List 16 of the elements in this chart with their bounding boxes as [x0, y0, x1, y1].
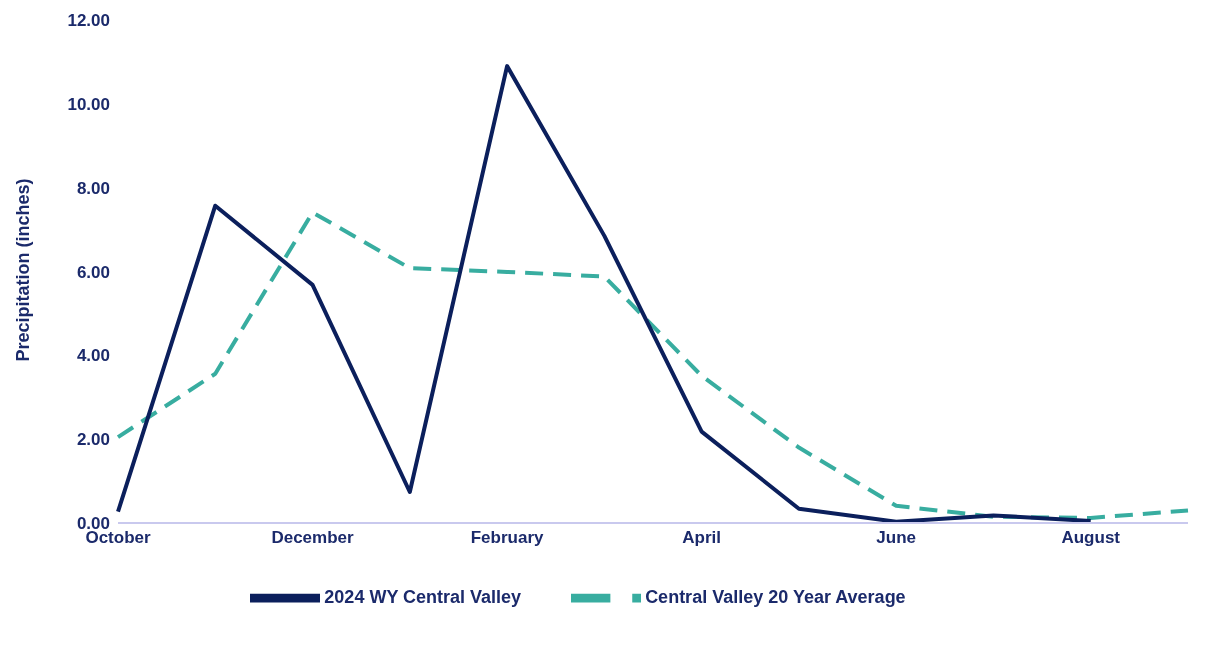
- y-axis-title: Precipitation (inches): [13, 178, 34, 362]
- line-series: [116, 210, 1190, 520]
- y-tick-label: 6.00: [76, 262, 110, 282]
- x-tick-label: February: [470, 528, 545, 548]
- y-tick-label: 4.00: [76, 346, 110, 366]
- y-tick-label: 2.00: [76, 430, 110, 450]
- legend-label: Central Valley 20 Year Average: [645, 586, 906, 607]
- y-tick-label: 10.00: [67, 94, 110, 114]
- line-series: [116, 64, 1093, 523]
- x-tick-label: August: [1061, 528, 1121, 548]
- y-tick-label: 8.00: [76, 178, 110, 198]
- x-tick-label: June: [876, 528, 917, 548]
- y-tick-label: 12.00: [67, 11, 110, 31]
- legend-label: 2024 WY Central Valley: [324, 586, 522, 607]
- x-tick-label: December: [271, 528, 355, 548]
- x-tick-label: April: [682, 528, 721, 548]
